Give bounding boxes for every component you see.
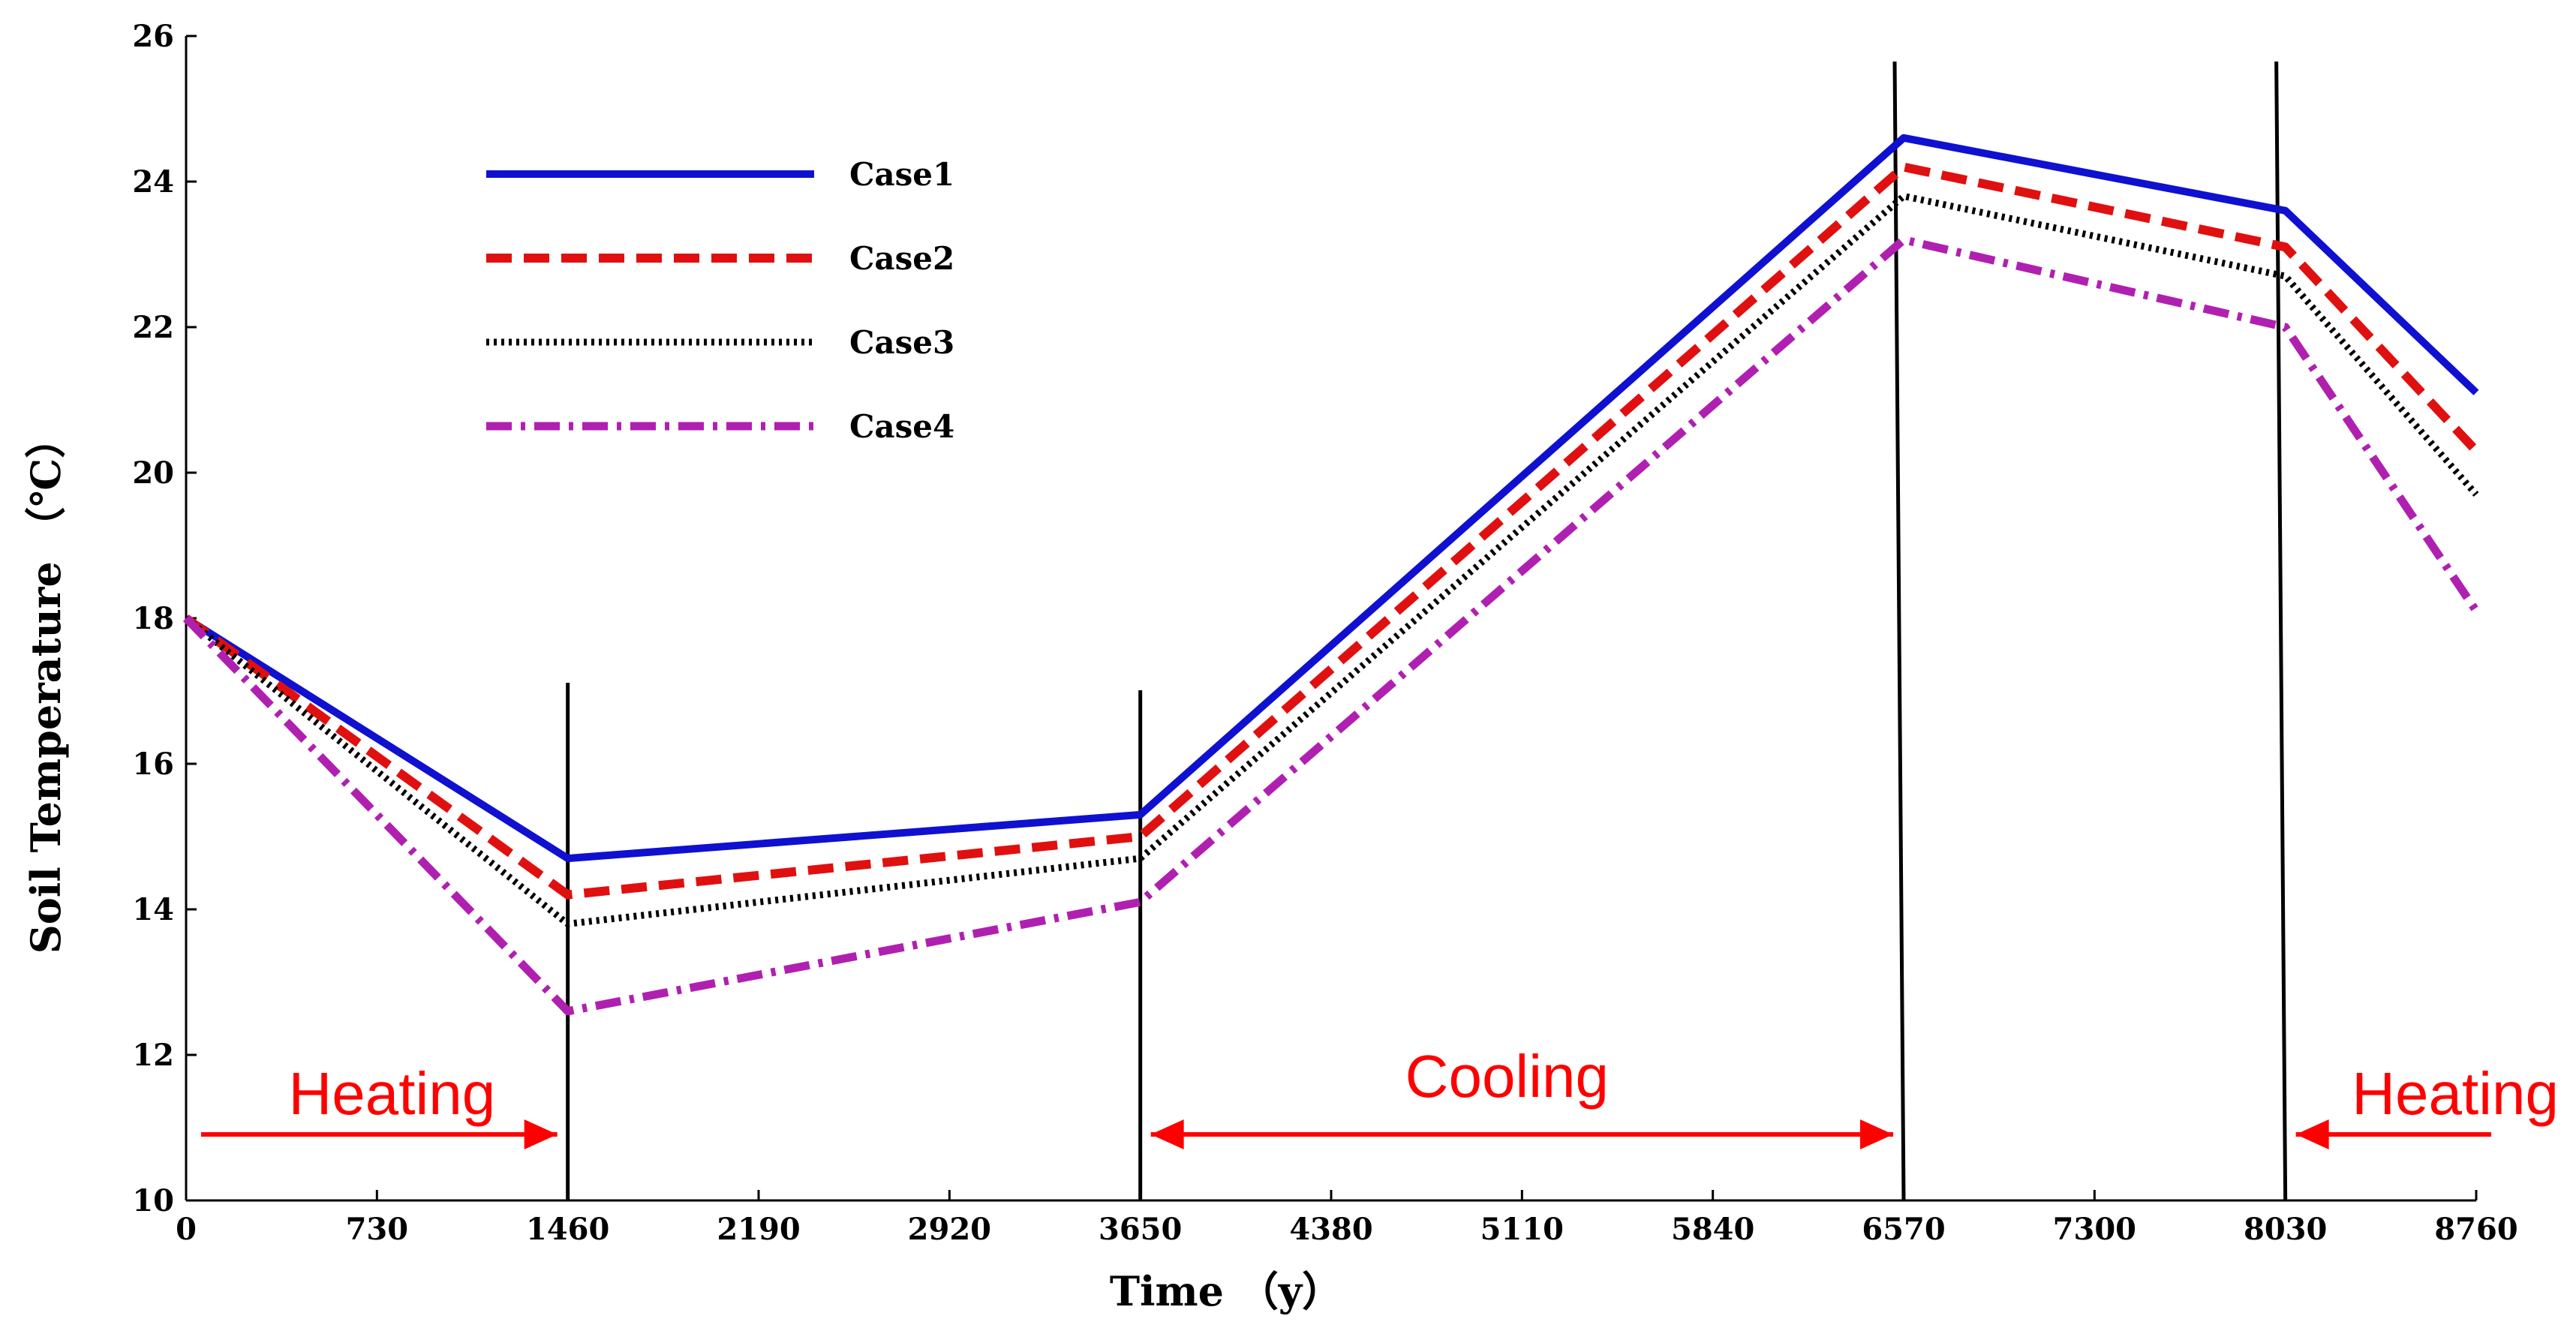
x-tick-label: 3650 [1099, 1212, 1182, 1247]
y-tick-label: 14 [132, 892, 174, 927]
phase-boundaries [566, 61, 2288, 1201]
x-tick-label: 5840 [1671, 1212, 1754, 1247]
axes: 0 730 1460 2190 2920 3650 4380 5110 5840 6570 7300… [22, 19, 2518, 1315]
data-series [183, 134, 2480, 1016]
y-tick-label: 18 [132, 601, 174, 636]
x-tick-label: 0 [176, 1212, 197, 1247]
series-line-case3 [184, 192, 2479, 927]
phase-annotations: Heating Cooling Heating [201, 1043, 2559, 1149]
series-line-case4 [183, 236, 2480, 1016]
y-tick-label: 16 [132, 747, 174, 782]
x-tick-label: 5110 [1480, 1212, 1564, 1247]
x-tick-label: 6570 [1862, 1212, 1945, 1247]
arrow-head [1860, 1119, 1893, 1149]
arrow-head [2295, 1119, 2329, 1149]
x-tick-label: 8030 [2244, 1212, 2327, 1247]
y-tick-label: 20 [132, 455, 174, 491]
phase-label: Heating [288, 1060, 495, 1127]
x-tick-label: 2190 [717, 1212, 800, 1247]
x-tick-label: 8760 [2434, 1212, 2517, 1247]
x-tick-label: 2920 [908, 1212, 991, 1247]
y-tick-label: 12 [132, 1038, 174, 1073]
legend-label-case4: Case4 [849, 408, 954, 445]
series-line-case2 [183, 162, 2480, 900]
legend-label-case3: Case3 [849, 324, 954, 361]
y-tick-label: 10 [132, 1183, 174, 1218]
phase-label: Cooling [1405, 1043, 1609, 1110]
phase-boundary-line [2274, 61, 2288, 1201]
phase-label: Heating [2352, 1060, 2559, 1127]
x-tick-label: 730 [346, 1212, 409, 1247]
arrow-head [524, 1119, 558, 1149]
x-tick-label: 1460 [526, 1212, 609, 1247]
y-tick-label: 26 [132, 19, 174, 54]
x-tick-label: 4380 [1289, 1212, 1372, 1247]
arrow-head [1150, 1119, 1184, 1149]
series-line-case1 [184, 134, 2479, 863]
x-axis-title: Time （y） [1110, 1267, 1342, 1315]
y-tick-label: 22 [132, 310, 174, 345]
legend-label-case2: Case2 [849, 240, 954, 277]
y-tick-label: 24 [132, 164, 174, 200]
phase-boundary-line [1892, 61, 1906, 1201]
legend-label-case1: Case1 [849, 156, 954, 193]
x-tick-label: 7300 [2053, 1212, 2136, 1247]
y-axis-title: Soil Temperature （℃） [22, 418, 70, 954]
legend: Case1 Case2 Case3 Case4 [486, 156, 954, 445]
